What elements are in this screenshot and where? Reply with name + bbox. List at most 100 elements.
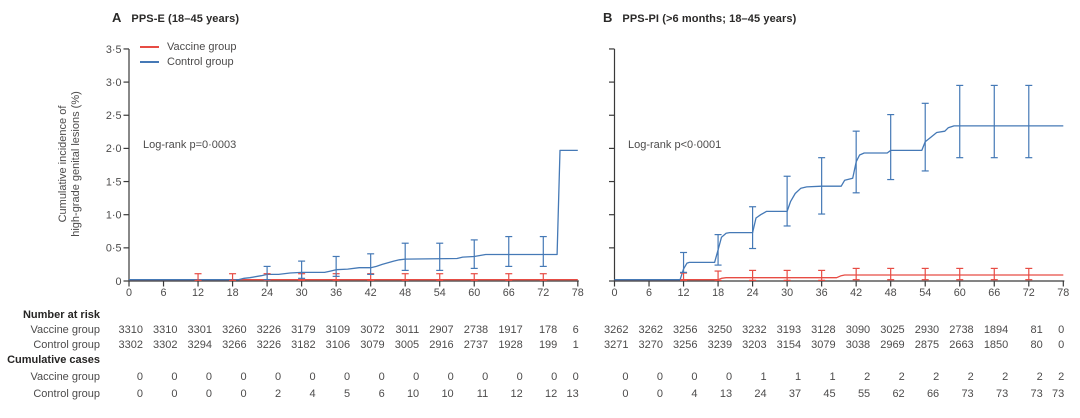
control-line-swatch xyxy=(140,60,159,63)
cases-value: 2 xyxy=(1002,371,1009,383)
cases-value: 0 xyxy=(413,371,420,383)
x-tick-label: 60 xyxy=(468,287,480,299)
cases-value: 0 xyxy=(240,371,247,383)
risk-value: 2969 xyxy=(880,339,905,351)
cases-value: 0 xyxy=(378,371,385,383)
legend-label: Vaccine group xyxy=(167,41,237,54)
control-error-bar xyxy=(749,206,757,250)
risk-value: 80 xyxy=(1030,339,1043,351)
risk-value: 3226 xyxy=(256,339,282,351)
control-error-bar xyxy=(956,84,964,159)
cases-value: 1 xyxy=(760,371,767,383)
risk-value: 178 xyxy=(538,324,558,336)
cases-value: 4 xyxy=(309,388,316,400)
vaccine-error-bar xyxy=(194,273,202,281)
vaccine-error-bar xyxy=(229,273,237,281)
cases-value: 10 xyxy=(441,388,454,400)
risk-value: 3038 xyxy=(845,339,871,351)
risk-value: 3203 xyxy=(742,339,767,351)
vaccine-error-bar xyxy=(401,273,409,281)
x-tick-label: 12 xyxy=(192,287,204,299)
cases-value: 0 xyxy=(656,371,663,383)
legend-item-vaccine: Vaccine group xyxy=(140,40,237,55)
control-error-bar xyxy=(263,265,271,281)
vaccine-error-bar xyxy=(887,267,895,281)
cases-value: 2 xyxy=(898,371,905,383)
cases-value: 0 xyxy=(656,388,663,400)
cases-value: 2 xyxy=(274,388,282,400)
cases-value: 0 xyxy=(205,388,212,400)
y-tick-label: 3·0 xyxy=(106,77,122,89)
x-tick-label: 48 xyxy=(885,287,897,299)
risk-value: 0 xyxy=(1058,324,1065,336)
risk-value: 2916 xyxy=(429,339,454,351)
cases-value: 0 xyxy=(551,371,558,383)
x-tick-label: 0 xyxy=(126,287,132,299)
x-tick-label: 54 xyxy=(919,287,931,299)
legend-label: Control group xyxy=(167,55,234,68)
vaccine-error-bar xyxy=(921,267,929,281)
risk-value: 1 xyxy=(572,339,579,351)
panel-a-title: A PPS-E (18–45 years) xyxy=(112,10,239,25)
risk-value: 2907 xyxy=(429,324,454,336)
y-tick-label: 3·5 xyxy=(106,44,122,56)
vaccine-error-bar xyxy=(680,272,688,281)
risk-value: 3232 xyxy=(742,324,767,336)
control-error-bar xyxy=(990,84,998,159)
risk-value: 0 xyxy=(1058,339,1065,351)
vaccine-error-bar xyxy=(1025,267,1033,281)
vaccine-error-bar xyxy=(749,269,757,281)
cases-value: 37 xyxy=(788,388,802,400)
x-tick-label: 36 xyxy=(816,287,828,299)
x-tick-label: 66 xyxy=(988,287,1000,299)
control-error-bar xyxy=(852,130,860,194)
risk-value: 3271 xyxy=(604,339,629,351)
cases-value: 0 xyxy=(205,371,212,383)
x-tick-label: 0 xyxy=(611,287,617,299)
risk-value: 2738 xyxy=(463,324,489,336)
y-tick-label: 2·0 xyxy=(106,143,122,155)
cases-value: 10 xyxy=(406,388,420,400)
x-tick-label: 78 xyxy=(1057,287,1069,299)
control-error-bar xyxy=(921,102,929,172)
risk-value: 1928 xyxy=(498,339,523,351)
risk-control-row-label: Control group xyxy=(33,339,100,351)
cases-value: 12 xyxy=(545,388,558,400)
x-tick-label: 78 xyxy=(572,287,584,299)
cases-value: 2 xyxy=(933,371,940,383)
control-error-bar xyxy=(470,239,478,270)
risk-value: 3154 xyxy=(776,339,802,351)
risk-value: 3079 xyxy=(811,339,836,351)
x-tick-label: 30 xyxy=(296,287,308,299)
control-error-bar xyxy=(436,242,444,271)
risk-value: 81 xyxy=(1030,324,1043,336)
cases-value: 13 xyxy=(719,388,733,400)
x-tick-label: 42 xyxy=(850,287,862,299)
vaccine-error-bar xyxy=(990,267,998,281)
panel-a-title-text: PPS-E (18–45 years) xyxy=(131,13,240,25)
cases-value: 13 xyxy=(566,388,579,400)
risk-value: 2738 xyxy=(949,324,974,336)
cases-value: 0 xyxy=(516,371,523,383)
cases-value: 1 xyxy=(794,371,802,383)
vaccine-error-bar xyxy=(470,273,478,281)
logrank-annotation-b: Log-rank p<0·0001 xyxy=(628,139,722,151)
cases-value: 11 xyxy=(476,388,489,400)
cases-value: 73 xyxy=(1030,388,1043,400)
risk-value: 1917 xyxy=(498,324,523,336)
cases-value: 0 xyxy=(725,371,733,383)
x-tick-label: 30 xyxy=(781,287,793,299)
cases-value: 0 xyxy=(482,371,489,383)
cases-value: 24 xyxy=(754,388,767,400)
risk-value: 2930 xyxy=(914,324,940,336)
risk-value: 2737 xyxy=(463,339,489,351)
risk-value: 199 xyxy=(538,339,558,351)
x-tick-label: 72 xyxy=(1023,287,1035,299)
cases-value: 2 xyxy=(967,371,974,383)
cases-value: 62 xyxy=(892,388,905,400)
y-axis-title: Cumulative incidence of high-grade genit… xyxy=(57,91,83,237)
cases-value: 2 xyxy=(1036,371,1043,383)
cases-value: 0 xyxy=(171,371,178,383)
risk-value: 3072 xyxy=(360,324,385,336)
x-tick-label: 72 xyxy=(537,287,549,299)
